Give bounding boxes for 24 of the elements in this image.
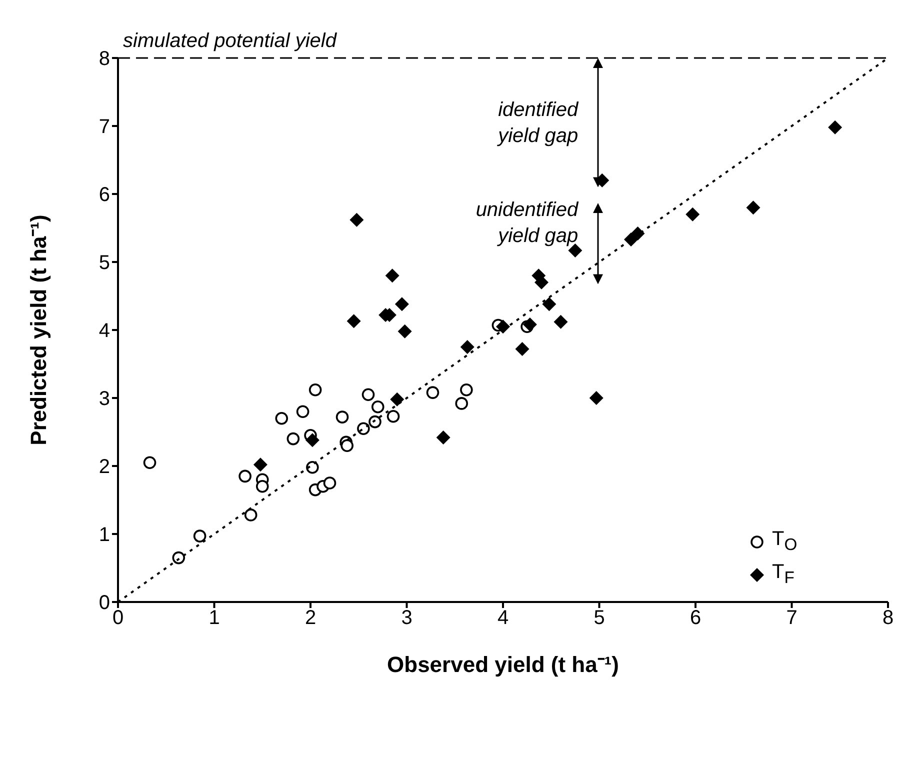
y-axis-title: Predicted yield (t ha⁻¹) <box>26 214 51 446</box>
x-tick-label: 6 <box>690 607 702 630</box>
y-tick-label: 3 <box>98 388 110 410</box>
y-tick-label: 2 <box>98 456 110 478</box>
x-tick-label: 1 <box>208 607 220 630</box>
y-tick-label: 0 <box>98 592 110 614</box>
ref-line-label: simulated potential yield <box>123 30 338 52</box>
y-tick-label: 1 <box>98 524 110 546</box>
x-tick-label: 4 <box>497 607 509 630</box>
x-tick-label: 2 <box>304 607 316 630</box>
x-tick-label: 3 <box>401 607 412 630</box>
y-tick-label: 5 <box>98 252 110 274</box>
y-tick-label: 4 <box>98 320 110 342</box>
x-tick-label: 8 <box>882 607 894 630</box>
x-axis-title: Observed yield (t ha⁻¹) <box>387 652 619 677</box>
annotation: identified yield gap <box>496 98 578 149</box>
x-tick-label: 5 <box>594 607 605 630</box>
y-tick-label: 6 <box>98 184 110 206</box>
y-tick-label: 8 <box>98 48 110 70</box>
x-tick-label: 7 <box>786 607 798 630</box>
legend-label: T$_{O}$ <box>772 528 798 555</box>
annotation: unidentified yield gap <box>474 198 578 250</box>
y-tick-label: 7 <box>98 116 110 138</box>
legend-label: T$_{F}$ <box>772 561 794 588</box>
